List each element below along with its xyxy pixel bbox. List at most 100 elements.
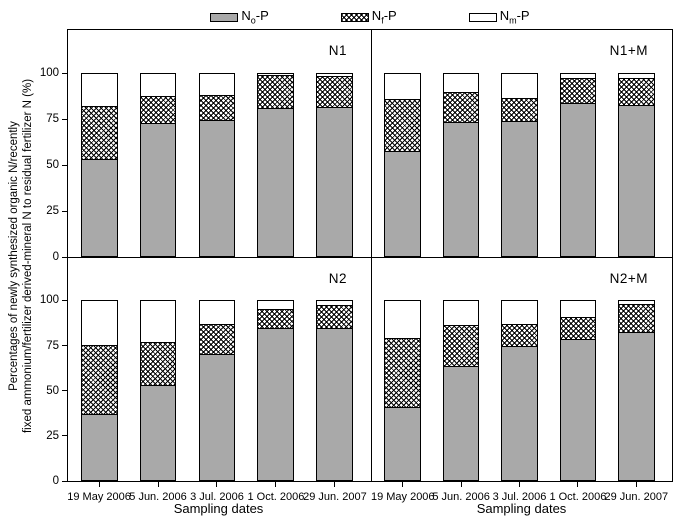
bar-segment-nf-p (140, 341, 176, 386)
bar-segment-nf-p (258, 75, 294, 108)
bar-segment-nf-p (502, 323, 537, 347)
bar-segment-nf-p (199, 323, 235, 355)
bar-segment-no-p (258, 328, 294, 480)
bar-segment-no-p (199, 119, 235, 256)
panel-n1: N1 0 25 50 75 100 (40, 30, 371, 263)
y-axis-tick (62, 210, 67, 212)
bar-segment-nm-p (618, 301, 654, 305)
x-axis-tick (216, 482, 218, 487)
y-axis-tick (62, 118, 67, 120)
y-axis-tick (62, 164, 67, 166)
bar-segment-nm-p (199, 74, 235, 96)
x-axis-tick (275, 482, 277, 487)
y-axis-tick (62, 299, 67, 301)
legend-swatch-white-icon (468, 12, 497, 22)
bar-segment-nm-p (560, 74, 596, 78)
bar-segment-nm-p (385, 74, 421, 99)
y-axis-tick (62, 256, 67, 258)
stacked-bar (198, 73, 236, 257)
x-axis-tick (157, 482, 159, 487)
bar-segment-nf-p (317, 76, 353, 107)
bar-segment-no-p (502, 346, 537, 480)
stacked-bar (257, 73, 295, 257)
bar-segment-nf-p (199, 95, 235, 120)
x-axis-tick-label: 19 May 2006 (67, 491, 131, 503)
bar-segment-nm-p (502, 301, 537, 324)
bar-segment-nm-p (443, 74, 479, 92)
x-axis-tick (334, 482, 336, 487)
legend-swatch-hatch-icon (340, 12, 369, 22)
bar-segment-no-p (317, 106, 353, 256)
stacked-bar (384, 73, 422, 257)
bar-segment-no-p (385, 150, 421, 256)
bar-segment-nm-p (140, 74, 176, 97)
y-axis-tick (62, 72, 67, 74)
bar-segment-no-p (140, 123, 176, 256)
bar-segment-nm-p (81, 301, 117, 346)
stacked-bar (617, 73, 655, 257)
bar-segment-no-p (140, 385, 176, 480)
bar-segment-nf-p (258, 308, 294, 329)
stacked-bar (559, 300, 597, 481)
bar-segment-no-p (443, 365, 479, 480)
bar-segment-no-p (618, 331, 654, 480)
y-axis-tick-label: 0 (52, 475, 59, 487)
bar-segment-nf-p (317, 305, 353, 329)
bar-segment-no-p (385, 406, 421, 480)
bar-segment-nf-p (385, 338, 421, 407)
bar-segment-nm-p (618, 74, 654, 78)
bar-segment-no-p (502, 120, 537, 256)
bar-segment-no-p (317, 328, 353, 480)
bar-segment-no-p (81, 413, 117, 480)
stacked-bar (501, 73, 538, 257)
y-axis-tick (62, 390, 67, 392)
bar-segment-nf-p (560, 316, 596, 339)
bar-segment-nf-p (502, 97, 537, 121)
x-axis-tick-label: 5 Jun. 2006 (432, 491, 490, 503)
chart-legend: No-P Nf-P Nm-P (67, 7, 673, 27)
x-axis-tick-label: 3 Jul. 2006 (492, 491, 547, 503)
y-axis-tick-label: 75 (46, 113, 59, 126)
stacked-bar (80, 300, 118, 481)
panel-label: N2 (328, 271, 347, 286)
panel-n2: N2 0 25 50 75 100 19 May 2006 5 Jun. 2006 3 Jul.… (40, 257, 371, 503)
y-axis-tick-label: 0 (52, 251, 59, 263)
panel-label: N1 (328, 43, 347, 58)
plot-area: N1 0 25 50 75 100 N1+M N2 0 25 50 75 100 19 May 200… (40, 29, 673, 503)
legend-item-nf-p: Nf-P (340, 8, 397, 26)
legend-label: No-P (241, 8, 269, 26)
y-axis-tick-label: 75 (46, 339, 59, 352)
y-axis-tick (62, 480, 67, 482)
y-axis-tick-label: 50 (46, 159, 59, 172)
x-axis-title-right: Sampling dates (476, 501, 567, 516)
x-axis-tick-label: 19 May 2006 (370, 491, 435, 503)
legend-label: Nf-P (371, 8, 397, 26)
panel-n1m: N1+M (371, 30, 672, 257)
y-axis-tick-label: 100 (39, 67, 59, 80)
y-axis-tick (62, 435, 67, 437)
x-axis-tick-label: 29 Jun. 2007 (604, 491, 669, 503)
x-axis-tick (519, 482, 520, 487)
bar-segment-nm-p (199, 301, 235, 324)
bar-segment-nm-p (258, 301, 294, 309)
bar-segment-nf-p (443, 91, 479, 123)
bar-segment-no-p (618, 105, 654, 256)
bar-segment-nm-p (502, 74, 537, 98)
y-axis-tick (62, 345, 67, 347)
bar-segment-nf-p (140, 96, 176, 124)
y-axis-label-line1: Percentages of newly synthesized organic… (8, 121, 20, 391)
stacked-bar (257, 300, 295, 481)
panel-label: N1+M (609, 43, 648, 58)
x-axis-tick-label: 5 Jun. 2006 (129, 491, 187, 503)
y-axis-tick-label: 25 (46, 205, 59, 218)
stacked-bar (559, 73, 597, 257)
bar-segment-no-p (258, 107, 294, 256)
bar-segment-nf-p (81, 106, 117, 159)
stacked-bar (316, 300, 354, 481)
bar-segment-no-p (560, 338, 596, 480)
stacked-bar (139, 73, 177, 257)
stacked-bar (442, 73, 480, 257)
x-axis-tick (98, 482, 100, 487)
bar-segment-nm-p (81, 74, 117, 107)
bar-segment-nf-p (81, 345, 117, 414)
